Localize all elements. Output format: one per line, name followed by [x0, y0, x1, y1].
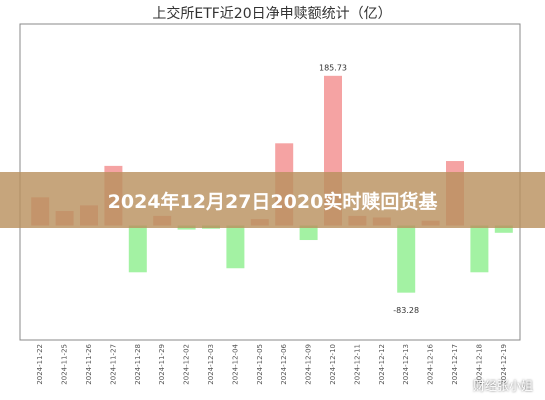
- x-tick-label: 2024-12-13: [402, 344, 410, 385]
- x-tick-label: 2024-12-05: [256, 344, 264, 385]
- x-tick-label: 2024-11-25: [61, 344, 69, 385]
- x-tick-label: 2024-12-06: [280, 343, 288, 384]
- bar: [397, 225, 416, 293]
- x-tick-label: 2024-12-02: [183, 344, 191, 385]
- x-tick-label: 2024-12-09: [305, 344, 313, 385]
- value-label: 185.73: [319, 63, 347, 72]
- x-tick-label: 2024-12-12: [378, 344, 386, 385]
- bar: [470, 225, 489, 273]
- bar: [299, 225, 318, 241]
- x-tick-label: 2024-11-29: [158, 344, 166, 385]
- x-tick-label: 2024-11-28: [134, 344, 142, 385]
- x-tick-label: 2024-11-27: [109, 344, 117, 385]
- x-tick-label: 2024-12-18: [475, 344, 483, 385]
- watermark: 财经张小姐: [472, 379, 533, 393]
- x-tick-label: 2024-12-16: [427, 343, 435, 384]
- x-tick-label: 2024-12-19: [500, 344, 508, 385]
- chart-title: 上交所ETF近20日净申赎额统计（亿）: [152, 5, 391, 22]
- x-tick-label: 2024-12-11: [353, 344, 361, 385]
- bar: [494, 225, 513, 233]
- x-tick-label: 2024-12-03: [207, 344, 215, 385]
- banner: 2024年12月27日2020实时赎回货基: [0, 172, 545, 228]
- x-tick-label: 2024-12-04: [231, 343, 239, 384]
- bar: [226, 225, 245, 269]
- x-tick-label: 2024-11-22: [36, 344, 44, 385]
- bar: [128, 225, 147, 273]
- x-tick-label: 2024-11-26: [85, 343, 93, 384]
- x-tick-label: 2024-12-10: [329, 344, 337, 385]
- x-tick-label: 2024-12-17: [451, 344, 459, 385]
- value-label: -83.28: [393, 306, 419, 315]
